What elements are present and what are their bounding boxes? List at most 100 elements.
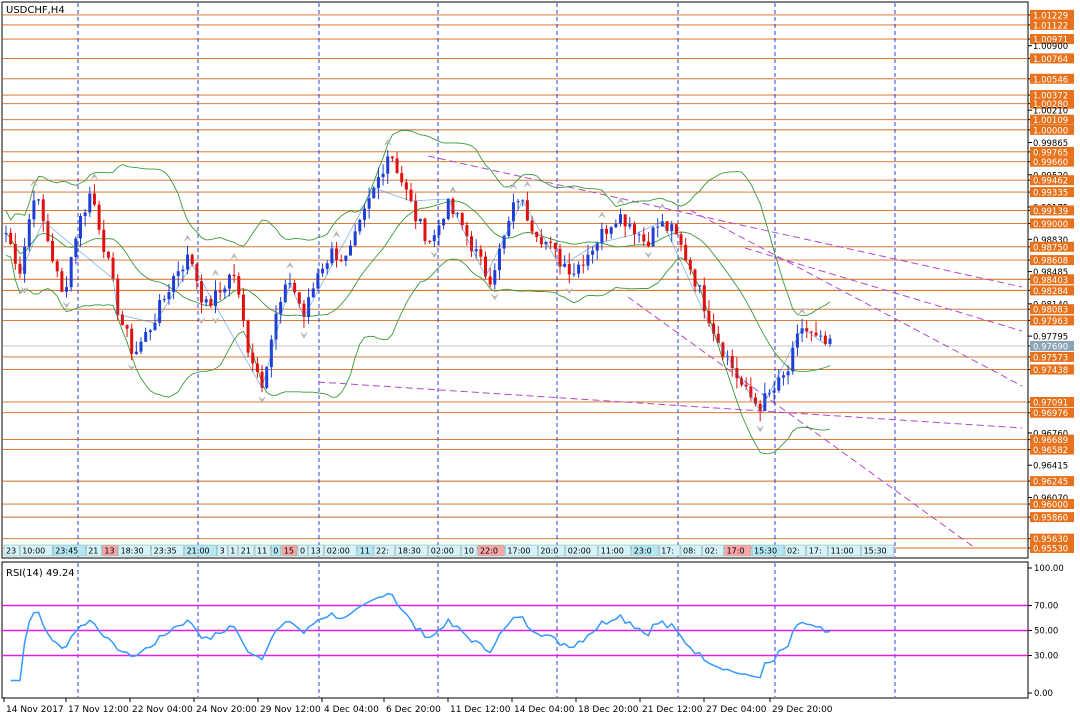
candle-body [549,241,553,243]
candle [381,164,385,186]
price-tick-label: 0.98830 [1033,236,1068,246]
price-label-bg [1030,285,1074,296]
candle-body [111,257,115,279]
price-label-bg [1030,9,1074,20]
candle-body [172,276,176,293]
candle-body [595,243,599,251]
candle [446,197,450,221]
time-tick-label: 17 Nov 12:00 [68,705,129,715]
price-tick-label: 1.01229 [1033,11,1068,21]
session-label-text: 15 [284,547,294,556]
price-label-bg [1030,175,1074,186]
candle-body [819,335,823,337]
session-label-box [658,544,681,557]
session-label-text: 0 [300,547,305,556]
session-label: 02: [784,544,807,557]
session-label-text: 22: [376,547,389,556]
candle [823,331,827,346]
candle [69,256,73,292]
candle [390,156,394,162]
candle [553,242,557,258]
candle [800,318,804,342]
candle-body [619,214,623,224]
session-label-box [565,544,599,557]
price-tick-label: 0.95860 [1033,514,1068,524]
price-tick-label: 1.00000 [1033,126,1068,136]
session-label-box [702,544,724,557]
candle-body [265,367,269,388]
rsi-levels [2,604,1028,657]
fractal-up-marker [29,179,38,187]
session-label-text: 21:00 [187,547,210,556]
price-label-bg [1030,90,1074,101]
candle-body [428,240,432,242]
session-label-text: 02:00 [327,547,350,556]
session-label-text: 15:30 [864,547,887,556]
candle [777,369,781,393]
price-tick-label: 0.99139 [1033,207,1068,217]
price-tick-label: 0.96976 [1033,409,1068,419]
candle [237,272,241,299]
candle [78,213,82,247]
candle [795,324,799,356]
candle-body [69,257,73,288]
fractal-up-marker [616,197,625,205]
price-label-bg [1030,512,1074,523]
candle [674,224,678,235]
candle [106,250,110,260]
candle [632,221,636,246]
price-label-bg [1030,533,1074,544]
session-label-box [806,544,828,557]
candle [241,288,245,328]
candle [55,259,59,278]
candle-body [120,314,124,326]
session-label-text: 23:35 [154,547,177,556]
candle [367,187,371,219]
candle-body [130,328,134,354]
rsi-tick-label: 0.00 [1034,689,1053,699]
candle-body [209,299,213,307]
session-label-box [538,544,566,557]
rsi-panel: RSI(14) 49.24 [1,561,1029,699]
session-label-text: 17: [661,547,674,556]
fractal-up-marker [332,230,341,238]
session-label-text: 10 [464,547,474,556]
candle [339,254,343,262]
session-label-text: 18:30 [398,547,421,556]
candle [204,296,208,307]
candle-body [484,256,488,277]
candle-body [712,323,716,334]
session-label-text: 17:00 [507,547,530,556]
candle-body [632,224,636,235]
candle-body [623,214,627,227]
price-tick-label: 0.95630 [1033,535,1068,545]
session-label-text: 10:00 [22,547,45,556]
candle [27,213,31,252]
price-tick-label: 0.96000 [1033,501,1068,511]
candle [134,341,138,356]
price-label-bg [1030,53,1074,64]
candle-body [218,290,222,293]
session-label-text: 0 [273,547,278,556]
fractal-up-marker [509,182,518,190]
candle [158,293,162,327]
price-label-bg [1030,34,1074,45]
candle [386,150,390,184]
candle [451,197,455,218]
session-label: 3 [217,544,228,557]
candle [749,377,753,402]
candle [646,232,650,248]
candle-body [493,270,497,285]
price-label-bg [1030,73,1074,84]
rsi-tick-label: 30.00 [1034,652,1058,662]
session-label: 15:30 [861,544,894,557]
candle-body [186,254,190,270]
candle [693,268,697,293]
zigzag-line [19,187,826,412]
session-label-box [428,544,462,557]
candle-body [18,263,22,274]
candle-body [795,333,799,348]
time-tick-label: 21 Dec 12:00 [642,705,703,715]
session-label-text: 13 [311,547,321,556]
